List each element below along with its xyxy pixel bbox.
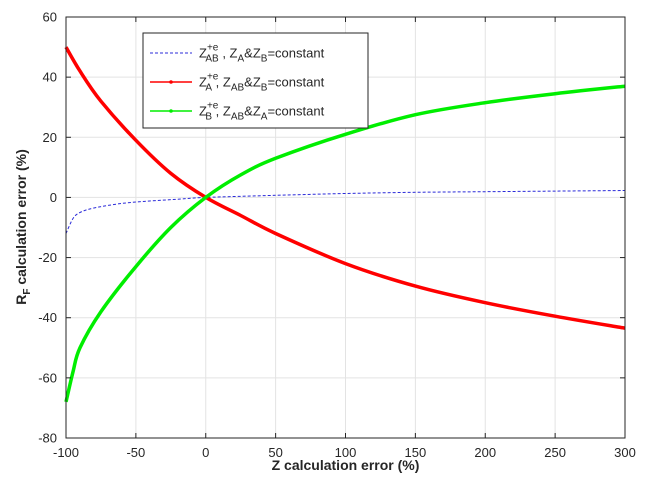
x-tick-label: 0 [202,445,209,460]
legend-text: , Z [219,46,238,61]
legend-text: &Z [244,75,261,90]
legend-text: AB [231,112,245,123]
x-axis-label: Z calculation error (%) [272,457,420,473]
x-tick-label: 250 [544,445,566,460]
legend-marker-a [169,80,173,84]
legend-text: AB [205,54,219,65]
x-tick-label: 300 [614,445,636,460]
y-tick-label: -20 [38,250,57,265]
legend-text: AB [231,83,245,94]
legend-text: =constant [267,104,324,119]
legend-text: &Z [244,104,261,119]
legend-text: +e [207,43,219,54]
y-tick-label: -60 [38,370,57,385]
legend-text: , Z [212,75,231,90]
x-tick-label: -100 [53,445,79,460]
y-tick-label: -80 [38,431,57,446]
legend-text: , Z [212,104,231,119]
y-tick-label: 60 [43,10,57,25]
y-tick-label: 20 [43,130,57,145]
x-tick-label: 200 [474,445,496,460]
y-tick-label: -40 [38,310,57,325]
y-tick-label: 40 [43,70,57,85]
y-axis-label-text: calculation error (%) [13,149,29,288]
legend-text: =constant [267,46,324,61]
legend-text: &Z [244,46,261,61]
x-tick-label: -50 [126,445,145,460]
y-axis-label-symbol: R [13,295,29,305]
y-axis-label: RF calculation error (%) [13,149,33,305]
legend-text: =constant [267,75,324,90]
y-tick-labels: -80 -60 -40 -20 0 20 40 60 [38,10,57,446]
legend-marker-b [169,109,173,113]
y-tick-label: 0 [50,190,57,205]
